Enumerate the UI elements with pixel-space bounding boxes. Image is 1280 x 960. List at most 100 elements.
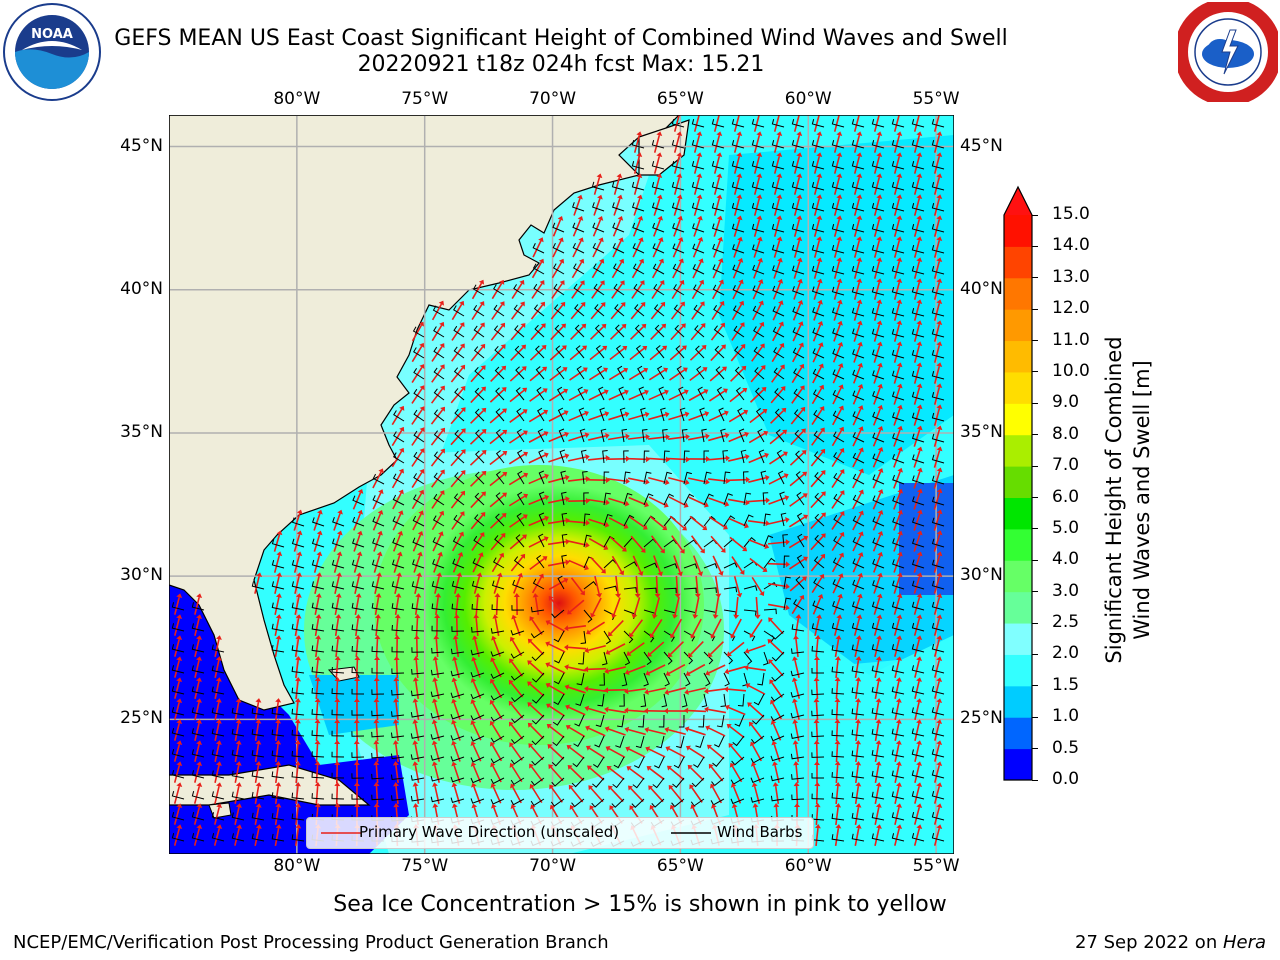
wave-direction-arrow: [873, 177, 881, 195]
wave-arrow-head: [876, 614, 883, 620]
wave-arrow-head: [813, 698, 820, 703]
wave-arrow-head: [710, 633, 716, 639]
colorbar-tick-label: 0.5: [1052, 737, 1080, 758]
wind-barb: [811, 160, 825, 170]
wind-barb: [931, 286, 945, 296]
wind-barb: [911, 454, 925, 464]
wave-direction-arrow: [914, 723, 920, 741]
wind-barb: [911, 223, 925, 233]
wind-barb: [453, 493, 465, 506]
wave-direction-arrow: [934, 723, 940, 741]
wave-arrow-head: [722, 388, 728, 394]
wave-direction-arrow: [673, 219, 681, 237]
wave-direction-arrow: [712, 555, 722, 573]
wave-arrow-head: [502, 429, 508, 435]
wind-barb: [793, 409, 805, 422]
wind-barb: [495, 408, 505, 422]
wave-direction-arrow: [608, 666, 626, 672]
wind-barb: [711, 160, 725, 170]
wind-barb: [391, 603, 405, 611]
wave-arrow-head: [796, 152, 803, 158]
wave-direction-arrow: [491, 681, 503, 699]
wave-direction-arrow: [454, 638, 460, 658]
wave-arrow-head: [687, 764, 693, 770]
wind-barb: [891, 181, 905, 191]
wave-direction-arrow: [712, 618, 722, 636]
lon-label-bottom: 60°W: [784, 856, 832, 876]
wave-direction-arrow: [194, 639, 200, 657]
wind-barb: [732, 264, 745, 275]
wind-barb: [831, 286, 845, 296]
wave-arrow-head: [916, 782, 923, 787]
wave-arrow-head: [417, 551, 423, 557]
footer-credit: NCEP/EMC/Verification Post Processing Pr…: [13, 932, 609, 953]
colorbar-segment: [1004, 215, 1032, 247]
wave-direction-arrow: [933, 115, 940, 132]
wind-barb: [703, 493, 714, 506]
wind-barb: [631, 798, 645, 808]
wave-direction-arrow: [653, 555, 661, 573]
wave-arrow-head: [589, 805, 595, 811]
wind-barb: [871, 223, 885, 233]
wave-arrow-head: [802, 556, 808, 562]
wave-arrow-head: [604, 668, 609, 674]
wave-direction-arrow: [751, 576, 763, 594]
wind-barb: [663, 450, 670, 464]
wind-barb: [393, 431, 405, 443]
wave-direction-arrow: [913, 807, 921, 825]
wind-barb: [613, 283, 625, 296]
wave-direction-arrow: [394, 596, 400, 616]
wave-direction-arrow: [435, 596, 439, 616]
wave-arrow-head: [897, 530, 903, 536]
wave-direction-arrow: [630, 304, 644, 320]
colorbar-segment: [1004, 654, 1032, 687]
wave-arrow-head: [856, 194, 863, 200]
wave-arrow-head: [856, 236, 863, 242]
wave-arrow-head: [707, 652, 713, 658]
wave-direction-arrow: [933, 576, 941, 594]
wave-direction-arrow: [933, 555, 941, 573]
wind-barb: [573, 283, 585, 296]
wave-direction-arrow: [214, 660, 220, 678]
wind-barb: [872, 580, 885, 590]
wave-arrow-head: [710, 783, 716, 789]
wave-arrow-head: [545, 682, 551, 689]
wave-arrow-head: [834, 761, 841, 766]
wave-direction-arrow: [732, 282, 742, 300]
wave-direction-arrow: [913, 429, 921, 447]
cuba: [169, 764, 371, 806]
wave-arrow-head: [176, 635, 183, 640]
colorbar-segment: [1004, 340, 1032, 373]
wind-barb: [796, 512, 805, 527]
wave-direction-arrow: [792, 324, 802, 342]
wave-direction-arrow: [214, 807, 220, 825]
wind-barb: [351, 794, 365, 800]
wave-direction-arrow: [772, 303, 782, 321]
wind-barb: [812, 327, 825, 338]
wave-direction-arrow: [689, 368, 705, 382]
wave-direction-arrow: [633, 135, 641, 153]
wind-barb: [583, 492, 589, 506]
wave-arrow-head: [542, 366, 548, 372]
wave-arrow-head: [820, 533, 826, 539]
wave-direction-arrow: [729, 536, 745, 550]
wave-arrow-head: [373, 698, 380, 703]
wave-arrow-head: [176, 719, 183, 725]
wave-arrow-head: [646, 766, 652, 771]
wind-barb: [516, 428, 525, 443]
wind-barb: [814, 492, 825, 506]
wave-direction-arrow: [695, 575, 699, 595]
wave-direction-arrow: [728, 517, 746, 527]
wave-arrow-head: [215, 698, 222, 703]
wave-arrow-head: [698, 258, 704, 264]
wave-direction-arrow: [234, 744, 240, 762]
wave-direction-arrow: [509, 432, 525, 444]
wave-arrow-head: [798, 321, 804, 327]
wave-arrow-head: [778, 321, 784, 327]
wind-barb: [891, 770, 905, 779]
wind-barb: [831, 730, 845, 737]
wave-direction-arrow: [473, 576, 481, 594]
wave-direction-arrow: [733, 115, 740, 132]
wave-direction-arrow: [648, 369, 666, 381]
wave-direction-arrow: [933, 240, 941, 258]
